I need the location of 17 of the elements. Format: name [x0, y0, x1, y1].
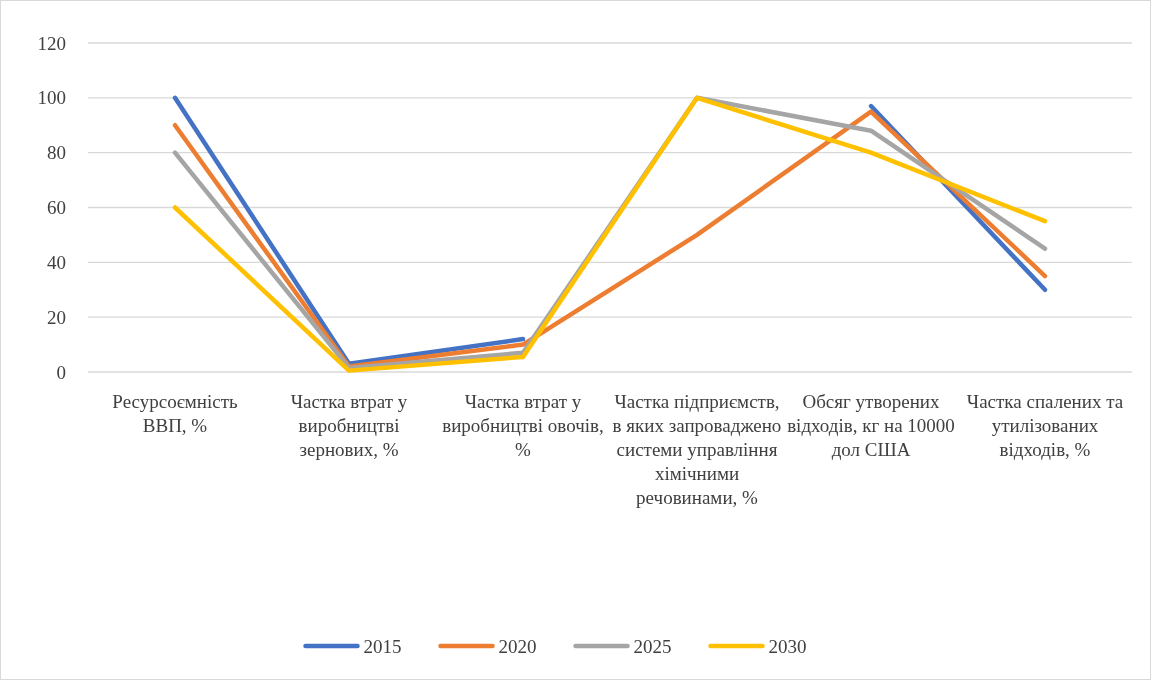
y-tick-label: 60	[47, 197, 66, 219]
y-tick-label: 80	[47, 142, 66, 164]
x-tick-label: Обсяг утворених відходів, кг на 10000 дол США	[787, 391, 955, 460]
legend-label: 2015	[363, 635, 402, 657]
y-tick-label: 100	[37, 87, 66, 109]
legend-label: 2030	[768, 635, 807, 657]
y-tick-label: 120	[37, 32, 66, 54]
y-tick-label: 20	[47, 306, 66, 328]
y-tick-label: 0	[56, 361, 66, 383]
x-tick-label: Частка втрат у виробництві овочів, %	[442, 391, 604, 460]
x-tick-label: Частка спалених та утилізованих відходів, %	[966, 391, 1124, 460]
x-tick-label: Частка підприємств, в яких запроваджено системи управління хімічними речовинами, %	[612, 391, 782, 508]
legend-label: 2025	[633, 635, 672, 657]
x-tick-label: Ресурсоємність ВВП, %	[112, 391, 239, 436]
y-tick-label: 40	[47, 251, 66, 273]
x-tick-label: Частка втрат у виробництві зернових, %	[290, 391, 408, 460]
legend-label: 2020	[498, 635, 537, 657]
